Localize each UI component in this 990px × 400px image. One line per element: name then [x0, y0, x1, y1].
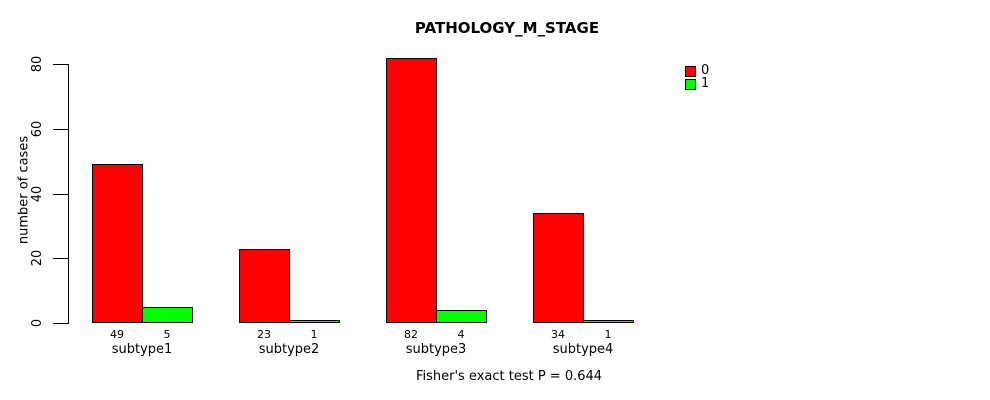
bar-value-label: 1 [604, 328, 612, 341]
y-axis-tick [53, 64, 68, 65]
y-axis-tick [53, 194, 68, 195]
bar-series-1 [142, 307, 193, 323]
legend-row: 1 [685, 76, 710, 91]
x-category-label: subtype2 [258, 342, 320, 357]
bar-value-label: 23 [257, 328, 271, 341]
legend-label: 1 [701, 76, 710, 91]
y-axis-tick-label: 40 [30, 185, 45, 203]
bar-value-label: 1 [310, 328, 318, 341]
legend-swatch-1 [685, 78, 696, 90]
legend-swatch-0 [685, 65, 696, 77]
legend-label: 0 [701, 63, 710, 78]
bar-value-label: 82 [404, 328, 418, 341]
bar-series-1 [583, 320, 634, 323]
x-category-label: subtype1 [111, 342, 173, 357]
bar-series-0 [386, 58, 437, 323]
bar-series-0 [92, 164, 143, 323]
bar-series-1 [436, 310, 487, 323]
y-axis-tick [53, 323, 68, 324]
bar-series-0 [533, 213, 584, 323]
bar-value-label: 49 [110, 328, 124, 341]
x-category-label: subtype4 [552, 342, 614, 357]
legend-row: 0 [685, 63, 710, 78]
y-axis-line [68, 64, 69, 324]
x-category-label: subtype3 [405, 342, 467, 357]
bar-value-label: 5 [163, 328, 171, 341]
y-axis-tick-label: 20 [30, 249, 45, 267]
bar-value-label: 34 [551, 328, 565, 341]
bar-value-label: 4 [457, 328, 465, 341]
y-axis-tick-label: 80 [30, 55, 45, 73]
annotation-fisher-test: Fisher's exact test P = 0.644 [415, 369, 603, 384]
y-axis-tick [53, 129, 68, 130]
chart-title: PATHOLOGY_M_STAGE [414, 19, 600, 37]
y-axis-tick [53, 258, 68, 259]
bar-series-1 [289, 320, 340, 323]
bar-series-0 [239, 249, 290, 323]
y-axis-tick-label: 60 [30, 120, 45, 138]
y-axis-tick-label: 0 [30, 318, 45, 328]
